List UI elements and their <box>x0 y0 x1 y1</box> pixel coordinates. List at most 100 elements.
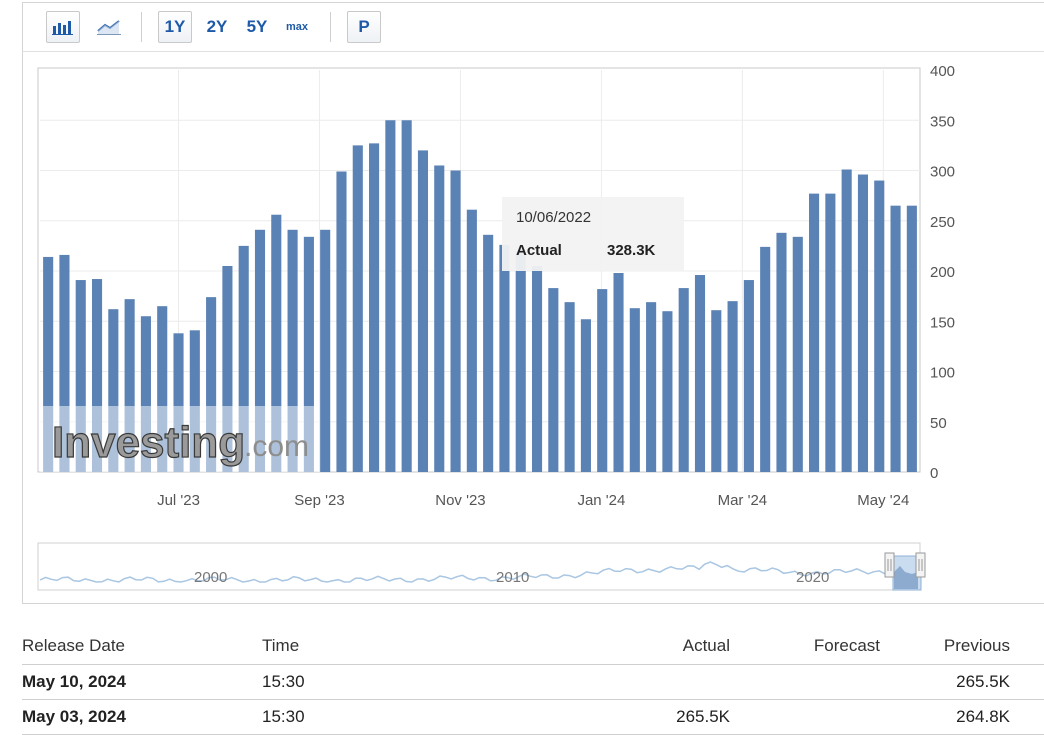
header-forecast[interactable]: Forecast <box>813 636 880 655</box>
bar[interactable] <box>91 279 103 472</box>
bar[interactable] <box>743 280 754 472</box>
bar[interactable] <box>401 120 412 472</box>
table-header-row: Release Date Time Actual Forecast Previo… <box>22 628 1044 665</box>
line-chart-icon <box>97 20 121 35</box>
bar[interactable] <box>597 289 608 472</box>
y-tick-label: 350 <box>930 113 955 130</box>
bar[interactable] <box>124 299 135 472</box>
navigator-year-label: 2020 <box>796 569 829 586</box>
bar[interactable] <box>580 319 591 472</box>
bar[interactable] <box>434 165 445 473</box>
bar[interactable] <box>792 236 803 472</box>
bar[interactable] <box>531 265 543 472</box>
navigator-selected-series <box>894 566 918 589</box>
bar[interactable] <box>906 205 917 472</box>
y-tick-label: 50 <box>930 415 947 432</box>
tooltip-box <box>502 197 684 271</box>
range-1y-button[interactable]: 1Y <box>158 11 192 43</box>
bar[interactable] <box>157 306 168 472</box>
bar[interactable] <box>43 256 54 472</box>
bar[interactable] <box>173 333 184 472</box>
bar[interactable] <box>59 254 70 472</box>
header-release-date[interactable]: Release Date <box>22 636 126 655</box>
bar[interactable] <box>189 330 200 472</box>
bar[interactable] <box>483 234 494 472</box>
watermark-brand: Investing <box>52 418 245 467</box>
line-chart-button[interactable] <box>92 11 126 43</box>
bar[interactable] <box>385 120 396 472</box>
watermark-suffix: .com <box>244 430 309 463</box>
bar[interactable] <box>287 229 298 472</box>
bar[interactable] <box>857 174 869 472</box>
toolbar-separator <box>141 12 142 42</box>
bar-chart: Investing .com 050100150200250300350400 … <box>37 63 955 591</box>
bar[interactable] <box>254 229 266 472</box>
bar[interactable] <box>694 275 706 472</box>
navigator-left-handle[interactable] <box>884 552 895 578</box>
bar[interactable] <box>809 193 820 472</box>
bar[interactable] <box>303 236 314 472</box>
bar-chart-icon <box>52 21 73 35</box>
bar[interactable] <box>613 273 624 472</box>
row-release-date: May 03, 2024 <box>22 707 126 726</box>
bar[interactable] <box>662 311 673 472</box>
bar[interactable] <box>108 309 119 472</box>
navigator-series-line <box>39 561 886 583</box>
y-tick-label: 300 <box>930 164 955 181</box>
y-tick-label: 150 <box>930 314 955 331</box>
y-tick-label: 100 <box>930 365 955 382</box>
bar[interactable] <box>711 310 722 472</box>
x-tick-label: Mar '24 <box>718 492 768 509</box>
header-actual[interactable]: Actual <box>682 636 730 655</box>
bar[interactable] <box>336 171 347 473</box>
bar-chart-button[interactable] <box>46 11 80 43</box>
header-time[interactable]: Time <box>262 636 300 655</box>
data-tooltip: 10/06/2022 Actual 328.3K <box>502 197 684 271</box>
bar[interactable] <box>841 169 852 473</box>
release-history-table: Release Date Time Actual Forecast Previo… <box>22 628 1044 735</box>
bar[interactable] <box>890 205 901 472</box>
bar[interactable] <box>499 244 510 472</box>
bar[interactable] <box>776 232 787 472</box>
bar[interactable] <box>417 150 429 472</box>
range-2y-button[interactable]: 2Y <box>206 17 228 36</box>
bar[interactable] <box>450 170 461 473</box>
bar[interactable] <box>271 214 282 472</box>
table-row: May 03, 2024 15:30 265.5K 264.8K <box>22 700 1044 735</box>
y-tick-label: 250 <box>930 214 955 231</box>
bar[interactable] <box>825 193 836 472</box>
row-time: 15:30 <box>262 672 305 691</box>
toolbar-divider <box>22 51 1044 52</box>
print-button[interactable]: P <box>347 11 381 43</box>
toolbar-separator <box>330 12 331 42</box>
bar[interactable] <box>727 301 738 472</box>
tooltip-label: Actual <box>516 242 562 259</box>
bar[interactable] <box>206 297 217 472</box>
bar[interactable] <box>466 209 477 472</box>
row-previous: 264.8K <box>956 707 1010 726</box>
navigator-right-handle[interactable] <box>915 552 926 578</box>
y-tick-label: 400 <box>930 63 955 80</box>
bar[interactable] <box>678 288 689 472</box>
bar[interactable] <box>548 288 559 472</box>
bar[interactable] <box>564 302 575 472</box>
bar[interactable] <box>760 246 771 472</box>
header-previous[interactable]: Previous <box>943 636 1010 655</box>
bar[interactable] <box>238 245 249 473</box>
bar[interactable] <box>369 143 380 472</box>
range-5y-button[interactable]: 5Y <box>246 17 268 36</box>
bar[interactable] <box>515 251 526 472</box>
table-row: May 10, 2024 15:30 265.5K <box>22 665 1044 700</box>
bar[interactable] <box>75 280 86 472</box>
bar[interactable] <box>352 145 363 473</box>
bar[interactable] <box>222 265 233 472</box>
bar[interactable] <box>874 180 885 473</box>
range-max-button[interactable]: max <box>285 21 309 33</box>
navigator-frame <box>37 542 921 591</box>
range-navigator[interactable]: 2000 2010 2020 <box>37 542 926 591</box>
row-previous: 265.5K <box>956 672 1010 691</box>
bar[interactable] <box>629 308 640 472</box>
bar[interactable] <box>320 229 331 472</box>
bar[interactable] <box>646 302 657 472</box>
bar[interactable] <box>140 316 151 472</box>
